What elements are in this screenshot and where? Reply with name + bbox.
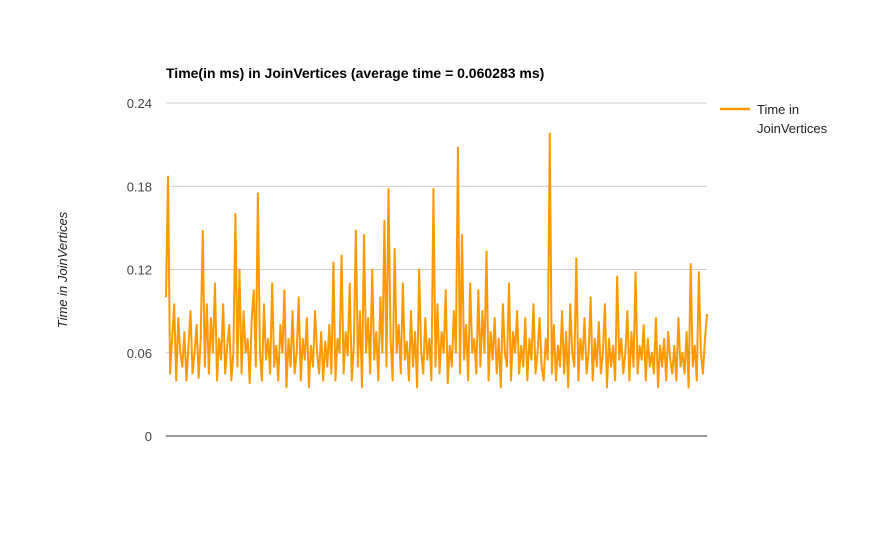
legend: Time in JoinVertices	[720, 102, 828, 136]
series-line	[165, 132, 708, 389]
y-tick-label: 0.24	[127, 96, 152, 111]
y-tick-label: 0.12	[127, 263, 152, 278]
series-layer	[165, 132, 708, 389]
y-tick-label: 0	[145, 429, 152, 444]
chart-title: Time(in ms) in JoinVertices (average tim…	[166, 65, 544, 81]
y-tick-label: 0.06	[127, 346, 152, 361]
y-axis-label: Time in JoinVertices	[55, 211, 70, 328]
legend-label-line2: JoinVertices	[757, 121, 828, 136]
legend-label-line1: Time in	[757, 102, 799, 117]
y-tick-labels: 0 0.06 0.12 0.18 0.24	[127, 96, 152, 444]
y-tick-label: 0.18	[127, 179, 152, 194]
